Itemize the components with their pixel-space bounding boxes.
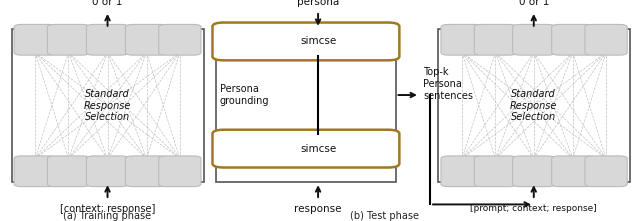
Bar <box>438 29 630 182</box>
FancyBboxPatch shape <box>86 24 129 55</box>
Text: response: response <box>294 204 342 214</box>
FancyBboxPatch shape <box>86 156 129 187</box>
FancyBboxPatch shape <box>14 156 56 187</box>
FancyBboxPatch shape <box>159 156 201 187</box>
FancyBboxPatch shape <box>441 24 483 55</box>
Text: simcse: simcse <box>300 144 336 154</box>
FancyBboxPatch shape <box>47 24 90 55</box>
Text: 0 or 1: 0 or 1 <box>518 0 549 7</box>
Text: Standard
Response
Selection: Standard Response Selection <box>510 89 557 122</box>
Text: [context; response]: [context; response] <box>60 204 156 214</box>
FancyBboxPatch shape <box>585 24 627 55</box>
FancyBboxPatch shape <box>552 24 594 55</box>
Text: Persona
grounding: Persona grounding <box>220 84 269 106</box>
FancyBboxPatch shape <box>212 130 399 168</box>
Bar <box>12 29 204 182</box>
FancyBboxPatch shape <box>552 156 594 187</box>
FancyBboxPatch shape <box>474 24 516 55</box>
Text: 0 or 1: 0 or 1 <box>92 0 123 7</box>
FancyBboxPatch shape <box>585 156 627 187</box>
FancyBboxPatch shape <box>513 24 555 55</box>
Text: persona: persona <box>297 0 339 7</box>
Text: Standard
Response
Selection: Standard Response Selection <box>84 89 131 122</box>
FancyBboxPatch shape <box>125 24 168 55</box>
Text: Top-k
Persona
sentences: Top-k Persona sentences <box>423 67 473 101</box>
FancyBboxPatch shape <box>125 156 168 187</box>
Text: (b) Test phase: (b) Test phase <box>349 211 419 221</box>
Text: simcse: simcse <box>300 36 336 46</box>
FancyBboxPatch shape <box>159 24 201 55</box>
Text: (a) Training phase: (a) Training phase <box>63 211 152 221</box>
FancyBboxPatch shape <box>441 156 483 187</box>
FancyBboxPatch shape <box>212 23 399 60</box>
FancyBboxPatch shape <box>14 24 56 55</box>
Text: [prompt; context; response]: [prompt; context; response] <box>470 204 597 213</box>
FancyBboxPatch shape <box>513 156 555 187</box>
Bar <box>216 29 396 182</box>
FancyBboxPatch shape <box>474 156 516 187</box>
FancyBboxPatch shape <box>47 156 90 187</box>
